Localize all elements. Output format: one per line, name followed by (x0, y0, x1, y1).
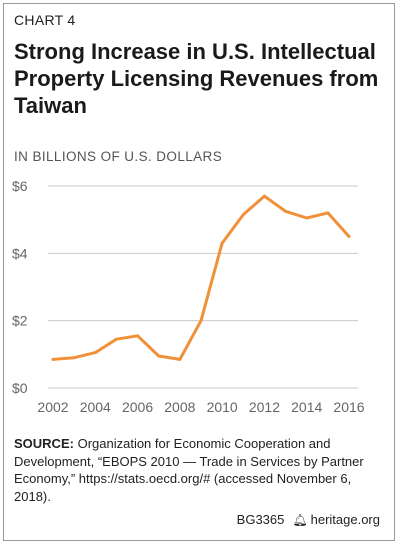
data-point (347, 235, 351, 238)
data-point (199, 319, 203, 323)
source-text: Organization for Economic Cooperation an… (14, 436, 364, 504)
gridlines (48, 185, 358, 389)
report-id: BG3365 (236, 512, 285, 527)
x-tick-label: 2012 (249, 399, 280, 415)
source-label: SOURCE: (14, 436, 74, 451)
data-point (284, 209, 287, 213)
y-axis-units-label: IN BILLIONS OF U.S. DOLLARS (14, 149, 223, 164)
chart-title: Strong Increase in U.S. Intellectual Pro… (14, 39, 379, 118)
y-tick-label: $0 (12, 380, 28, 396)
x-tick-label: 2006 (122, 399, 153, 415)
data-point (178, 357, 182, 361)
data-point (93, 351, 97, 355)
series-layer (51, 194, 351, 361)
data-point (136, 334, 139, 338)
x-tick-label: 2010 (207, 399, 238, 415)
chart-frame (3, 3, 395, 541)
x-tick-label: 2004 (80, 399, 111, 415)
x-tick-label: 2008 (164, 399, 195, 415)
data-point (241, 213, 245, 217)
y-tick-label: $4 (12, 245, 28, 261)
data-point (220, 241, 224, 245)
data-point (72, 356, 76, 360)
x-tick-label: 2002 (37, 399, 68, 415)
series-line (51, 194, 351, 361)
y-tick-labels: $0 $2 $4 $6 (12, 178, 28, 396)
y-tick-label: $6 (12, 178, 28, 194)
x-tick-label: 2014 (291, 399, 322, 415)
data-point (326, 211, 330, 215)
source-note: SOURCE: Organization for Economic Cooper… (14, 435, 374, 505)
footer-credit: BG3365 🔔︎ heritage.org (237, 512, 380, 527)
site-name: heritage.org (310, 512, 380, 527)
x-tick-label: 2016 (333, 399, 364, 415)
y-tick-label: $2 (12, 313, 28, 329)
x-tick-labels: 2002 2004 2006 2008 2010 2012 2014 2016 (37, 399, 364, 415)
data-point (263, 194, 266, 198)
data-point (115, 337, 118, 341)
data-point (305, 216, 309, 220)
liberty-bell-icon: 🔔︎ (292, 513, 308, 527)
data-point (157, 354, 161, 358)
data-point (51, 357, 55, 361)
chart-number: CHART 4 (14, 12, 76, 28)
